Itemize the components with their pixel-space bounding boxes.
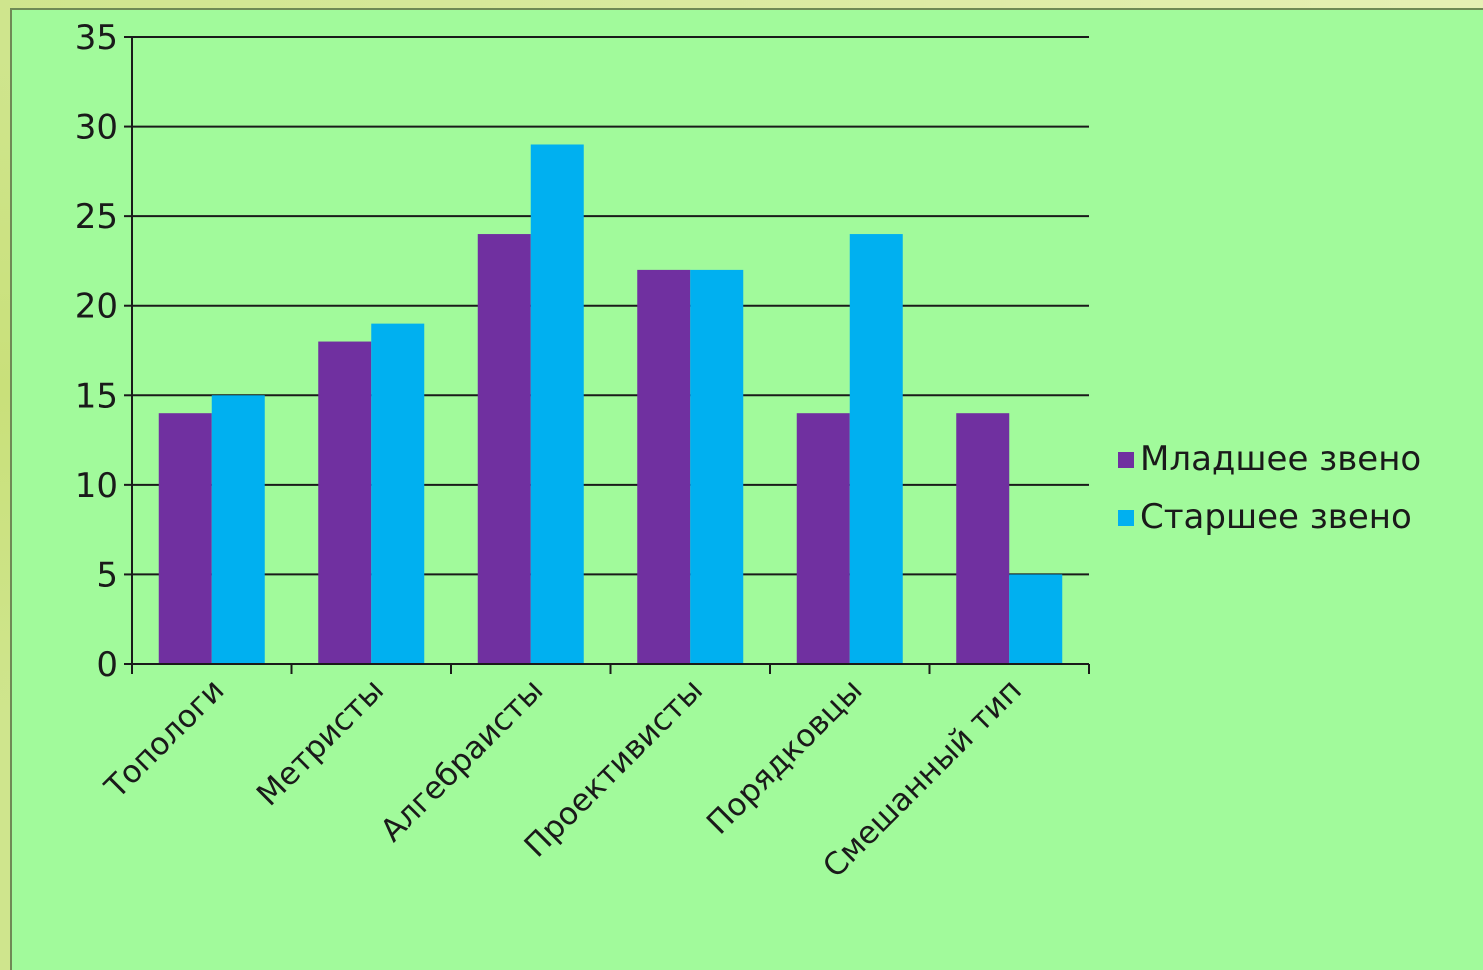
bar-senior <box>849 234 903 665</box>
x-category-label: Алгебраисты <box>374 672 551 849</box>
legend-label-junior: Младшее звено <box>1140 439 1421 479</box>
chart-panel: 0 5 10 15 20 25 30 35 Топологи Метристы Алгебраис… <box>10 8 1483 970</box>
x-category-label: Порядковцы <box>700 672 869 841</box>
y-tick-label: 5 <box>96 555 118 595</box>
bars <box>158 144 1063 665</box>
bar-senior <box>211 395 265 664</box>
y-tick-label: 35 <box>75 18 118 58</box>
axes <box>131 37 1090 674</box>
y-tick-label: 0 <box>96 645 118 685</box>
x-category-label: Метристы <box>250 672 391 813</box>
bar-chart: 0 5 10 15 20 25 30 35 Топологи МетристыАлгебраис… <box>75 18 1422 885</box>
bar-senior <box>1009 574 1063 664</box>
y-tick-label: 15 <box>75 376 118 416</box>
legend-label-senior: Старшее звено <box>1140 497 1412 537</box>
bar-junior <box>796 413 850 664</box>
y-tick-label: 10 <box>75 466 118 506</box>
bar-junior <box>477 234 531 665</box>
bar-junior <box>318 341 372 664</box>
legend: Младшее звено Старшее звено <box>1118 439 1421 537</box>
bar-senior <box>371 323 425 664</box>
y-tick-label: 25 <box>75 197 118 237</box>
bar-senior <box>690 269 744 664</box>
legend-swatch-junior <box>1118 452 1134 468</box>
x-category-labels: Топологи МетристыАлгебраистыПроективистыП… <box>98 672 1029 885</box>
legend-swatch-senior <box>1118 510 1134 526</box>
y-tick-label: 30 <box>75 108 118 148</box>
x-category-label: Топологи <box>98 672 232 806</box>
bar-junior <box>956 413 1010 664</box>
bar-junior <box>637 269 691 664</box>
y-tick-label: 20 <box>75 287 118 327</box>
bar-senior <box>530 144 584 664</box>
bar-junior <box>158 413 212 664</box>
y-tick-labels: 0 5 10 15 20 25 30 35 <box>75 18 132 685</box>
gridlines <box>132 36 1089 576</box>
